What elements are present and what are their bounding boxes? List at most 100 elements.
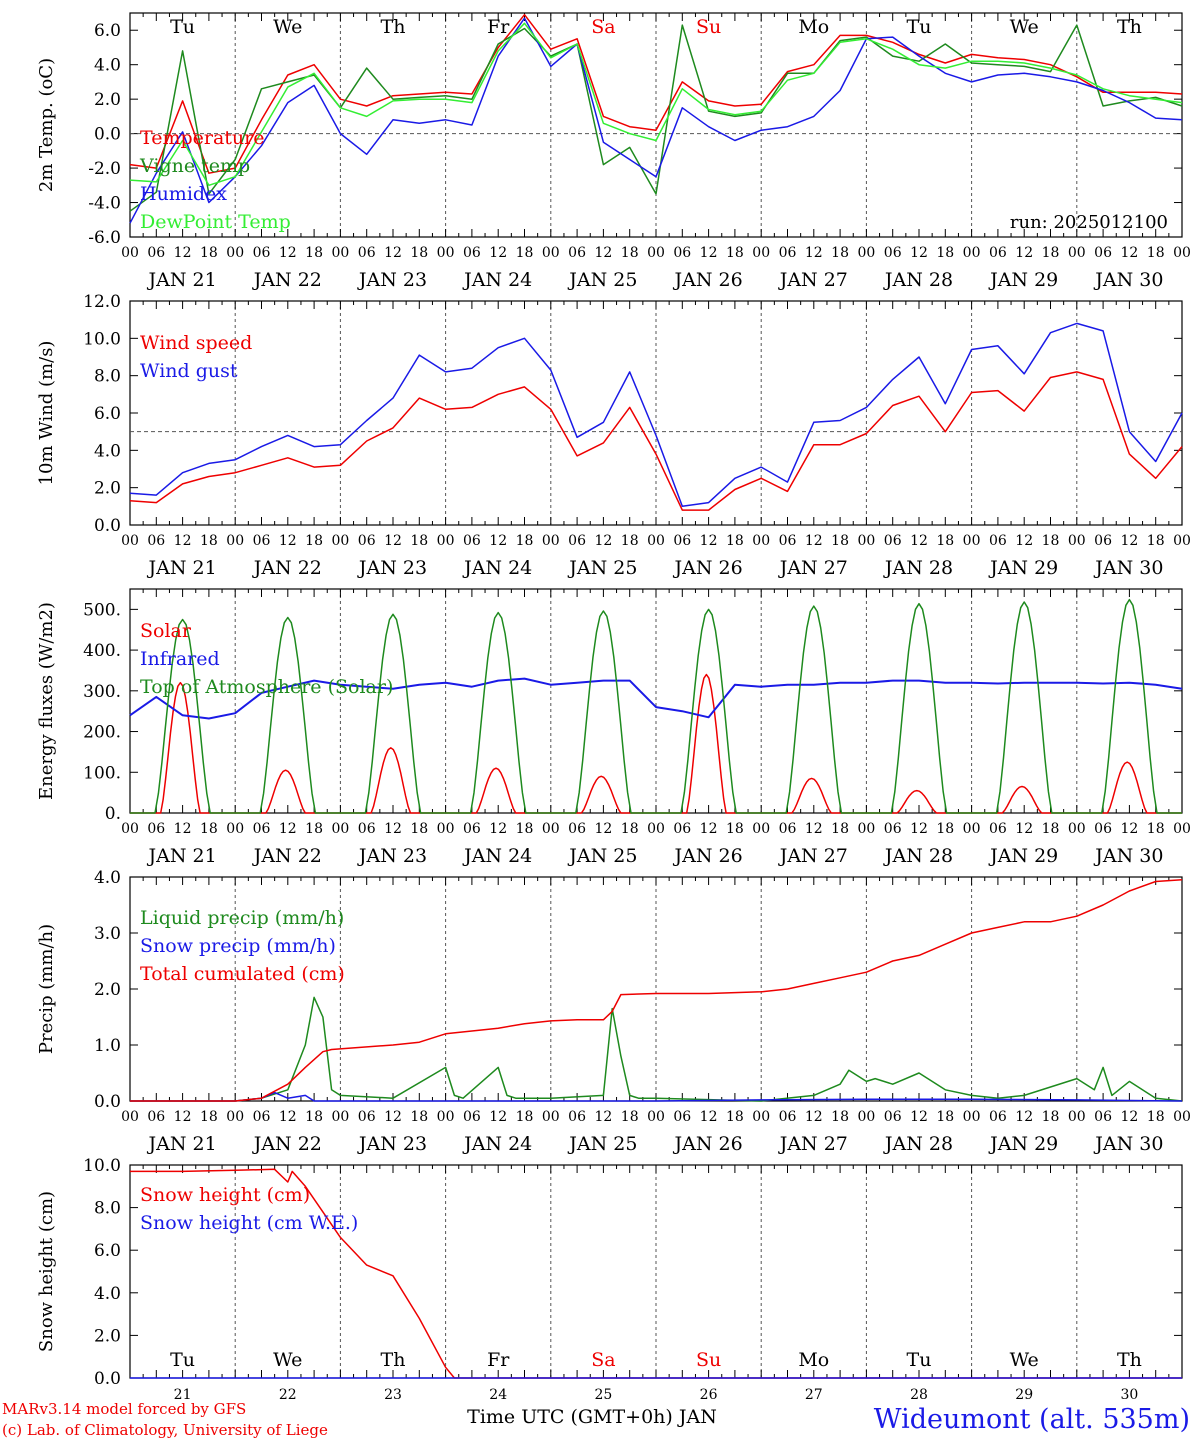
hour-tick-label: 18 (831, 821, 849, 837)
hour-tick-label: 18 (410, 533, 428, 549)
hour-tick-label: 00 (331, 245, 349, 261)
hour-tick-label: 00 (542, 821, 560, 837)
hour-tick-label: 06 (779, 533, 797, 549)
hour-tick-label: 18 (1147, 245, 1165, 261)
y-tick-label: -2.0 (88, 159, 121, 179)
y-tick-label: 400. (83, 641, 121, 661)
hour-tick-label: 00 (331, 533, 349, 549)
date-label: JAN 24 (462, 557, 532, 579)
legend-entry: Top of Atmosphere (Solar) (140, 676, 393, 698)
hour-tick-label: 12 (174, 821, 192, 837)
y-tick-label: 8.0 (94, 367, 121, 387)
run-annotation: run: 2025012100 (1010, 212, 1168, 233)
hour-tick-label: 18 (726, 1109, 744, 1125)
date-label: JAN 27 (778, 557, 848, 579)
station-name: Wideumont (alt. 535m) (874, 1404, 1190, 1435)
hour-tick-label: 18 (200, 245, 218, 261)
hour-tick-label: 06 (779, 245, 797, 261)
y-tick-label: 4.0 (94, 56, 121, 76)
panel-1: -6.0 -4.0 -2.0 0.0 2.0 4.0 6.0 2m Temp. (oC) Tem… (36, 12, 1191, 291)
hour-tick-label: 12 (594, 1109, 612, 1125)
hour-tick-label: 06 (253, 533, 271, 549)
date-label: JAN 30 (1093, 1133, 1163, 1155)
date-label: JAN 29 (988, 557, 1058, 579)
hour-tick-label: 00 (1068, 533, 1086, 549)
date-label: JAN 25 (567, 1133, 637, 1155)
y-tick-label: 4.0 (94, 441, 121, 461)
hour-tick-label: 00 (752, 821, 770, 837)
hour-tick-label: 00 (1173, 533, 1191, 549)
y-tick-label: 8.0 (94, 1199, 121, 1219)
hour-tick-label: 12 (489, 1109, 507, 1125)
hour-tick-label: 18 (410, 821, 428, 837)
date-label: JAN 24 (462, 845, 532, 867)
hour-tick-label: 06 (673, 821, 691, 837)
y-tick-label: 2.0 (94, 1326, 121, 1346)
y-tick-label: 100. (83, 763, 121, 783)
hour-tick-label: 06 (147, 1109, 165, 1125)
date-label: JAN 24 (462, 269, 532, 291)
hour-tick-label: 06 (253, 245, 271, 261)
hour-tick-label: 12 (805, 533, 823, 549)
y-tick-label: 300. (83, 682, 121, 702)
series-line-dewpoint-temp (129, 22, 1183, 187)
hour-tick-label: 06 (779, 1109, 797, 1125)
y-tick-label: 2.0 (94, 980, 121, 1000)
hour-tick-label: 06 (358, 821, 376, 837)
weekday-label: Mo (798, 1349, 829, 1371)
x-axis-label: Time UTC (GMT+0h) JAN (467, 1406, 717, 1428)
date-label: JAN 26 (673, 1133, 743, 1155)
panel-frame (129, 588, 1183, 814)
lab-credit: (c) Lab. of Climatology, University of L… (2, 1421, 328, 1439)
y-tick-label: 0.0 (94, 516, 121, 536)
hour-tick-label: 18 (200, 533, 218, 549)
hour-tick-label: 12 (910, 1109, 928, 1125)
day-number-label: 21 (174, 1387, 192, 1403)
hour-tick-label: 06 (463, 245, 481, 261)
hour-tick-label: 18 (621, 1109, 639, 1125)
legend-entry: Snow height (cm) (140, 1184, 310, 1206)
hour-tick-label: 18 (621, 245, 639, 261)
date-label: JAN 23 (357, 1133, 427, 1155)
hour-tick-label: 00 (857, 245, 875, 261)
date-label: JAN 27 (778, 269, 848, 291)
weekday-label: Su (696, 16, 721, 38)
hour-tick-label: 00 (647, 821, 665, 837)
series-line-wind-speed (129, 371, 1183, 511)
weekday-label: We (1010, 16, 1039, 38)
hour-tick-label: 06 (358, 1109, 376, 1125)
hour-tick-label: 06 (1094, 245, 1112, 261)
hour-tick-label: 18 (831, 533, 849, 549)
legend-entry: Vigne temp (139, 155, 250, 177)
hour-tick-label: 00 (1068, 1109, 1086, 1125)
legend-entry: Infrared (140, 648, 220, 670)
weekday-label: Tu (170, 1349, 195, 1371)
hour-tick-label: 00 (437, 821, 455, 837)
model-credit: MARv3.14 model forced by GFS (2, 1400, 246, 1418)
weekday-label: Mo (798, 16, 829, 38)
hour-tick-label: 00 (542, 1109, 560, 1125)
hour-tick-label: 06 (147, 821, 165, 837)
y-tick-label: 1.0 (94, 1036, 121, 1056)
y-tick-label: 3.0 (94, 924, 121, 944)
hour-tick-label: 12 (384, 245, 402, 261)
hour-tick-label: 00 (752, 245, 770, 261)
date-label: JAN 26 (673, 845, 743, 867)
hour-tick-label: 06 (1094, 1109, 1112, 1125)
hour-tick-label: 00 (857, 533, 875, 549)
panel-5: 0.0 2.0 4.0 6.0 8.0 10.0 Snow height (cm) Snow … (36, 1156, 1183, 1403)
y-tick-label: 10.0 (83, 1156, 121, 1176)
series-line-top-of-atmosphere-solar (130, 598, 1182, 814)
date-label: JAN 26 (673, 269, 743, 291)
hour-tick-label: 12 (594, 821, 612, 837)
hour-tick-label: 12 (910, 533, 928, 549)
y-tick-label: 4.0 (94, 868, 121, 888)
y-tick-label: 4.0 (94, 1284, 121, 1304)
date-label: JAN 28 (883, 269, 953, 291)
weekday-label: Sa (591, 16, 615, 38)
day-number-label: 24 (489, 1387, 507, 1403)
y-axis-label: Energy fluxes (W/m2) (36, 602, 57, 800)
weekday-label: Th (381, 16, 406, 38)
day-number-label: 26 (700, 1387, 718, 1403)
